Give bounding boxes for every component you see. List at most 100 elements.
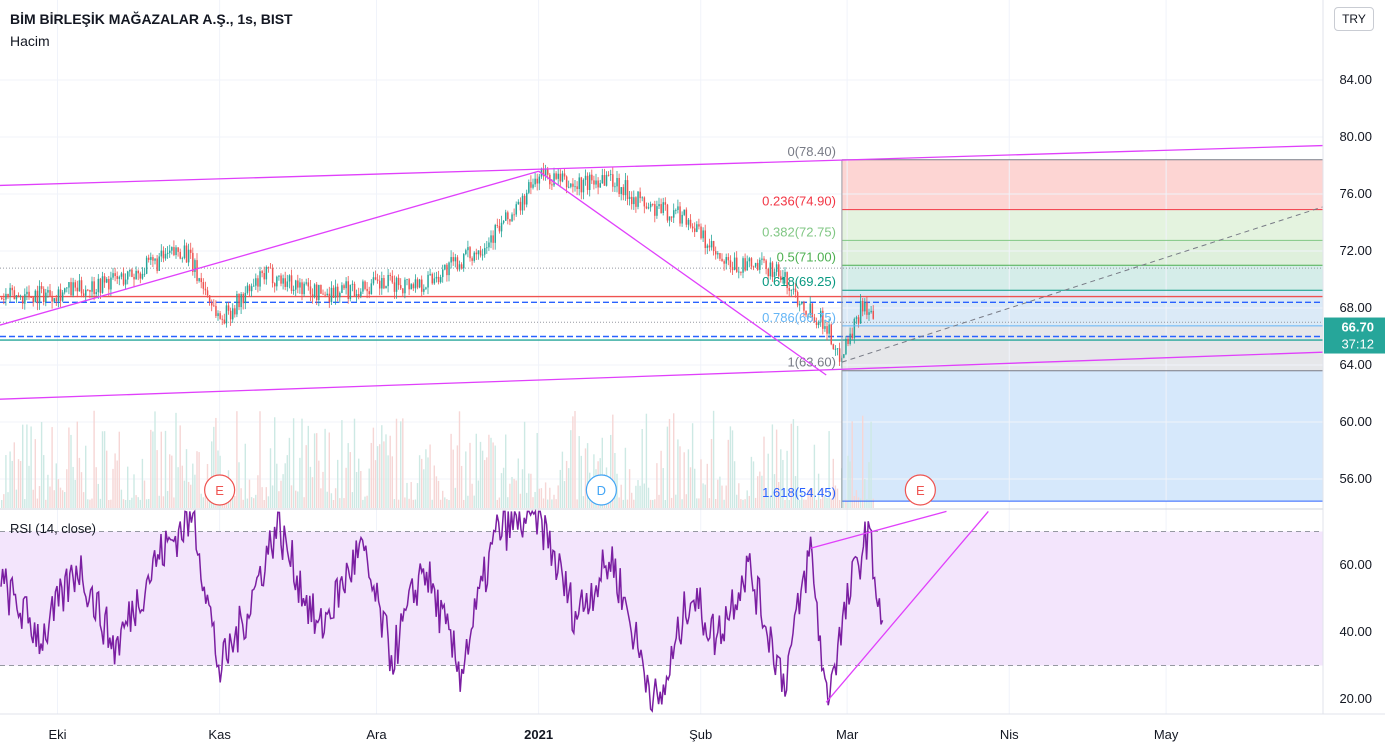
volume-bar [259, 411, 261, 508]
fib-zone [841, 325, 1323, 371]
candle-body [124, 279, 127, 285]
volume-bar [339, 498, 341, 508]
volume-bar [805, 499, 807, 508]
volume-bar [754, 497, 757, 508]
candle-body [715, 251, 717, 255]
time-tick: Kas [208, 727, 231, 742]
volume-bar [801, 490, 803, 508]
volume-bar [612, 414, 614, 508]
candle-body [305, 282, 307, 284]
event-marker-circle [204, 474, 236, 506]
candle-body [206, 290, 209, 296]
candle-body [282, 278, 284, 284]
volume-bar [549, 487, 551, 508]
candle-body [108, 278, 110, 290]
volume-bar [55, 463, 57, 508]
candle-body [866, 302, 868, 315]
event-marker[interactable]: D [585, 474, 617, 506]
volume-bar [91, 498, 93, 508]
candle-body [708, 245, 711, 248]
candle-body [324, 294, 326, 296]
candle-body [7, 293, 9, 297]
volume-bar [456, 445, 459, 508]
candle-body [454, 257, 457, 262]
candle-body [603, 175, 606, 186]
candle-body [507, 212, 509, 220]
candle-body [862, 300, 864, 312]
trendline [0, 144, 1324, 187]
candle-body [538, 176, 541, 184]
volume-bar [725, 485, 727, 508]
volume-bar [446, 499, 448, 508]
volume-bar [723, 499, 725, 508]
volume-bar [360, 471, 362, 508]
volume-bar [112, 468, 114, 508]
volume-bar [563, 481, 566, 508]
volume-bar [263, 499, 265, 508]
event-marker[interactable]: E [204, 474, 236, 506]
volume-bar [437, 480, 440, 508]
volume-bar [364, 496, 366, 508]
volume-bar [843, 499, 845, 508]
candle-body [358, 294, 360, 297]
volume-bar [616, 473, 618, 508]
candle-body [9, 287, 11, 297]
candle-body [429, 273, 431, 275]
event-marker-circle [904, 474, 936, 506]
candle-body [673, 210, 675, 218]
volume-bar [649, 499, 652, 508]
volume-bar [334, 488, 337, 508]
currency-button[interactable]: TRY [1334, 7, 1374, 31]
volume-bar [211, 441, 213, 508]
candle-body [414, 279, 417, 289]
candle-body [418, 279, 421, 288]
volume-bar [710, 439, 713, 508]
candle-body [208, 295, 211, 303]
volume-bar [866, 499, 868, 508]
candle-body [99, 278, 102, 293]
volume-bar [278, 491, 280, 508]
event-marker[interactable]: E [904, 474, 936, 506]
candle-body [400, 285, 402, 289]
candle-body [190, 249, 192, 253]
volume-bar [372, 427, 375, 508]
candle-body [704, 230, 706, 249]
candle-body [607, 174, 610, 176]
candle-body [631, 196, 633, 205]
candle-body [106, 278, 108, 283]
candle-body [297, 280, 299, 288]
volume-bar [799, 499, 801, 508]
volume-bar [444, 497, 446, 508]
volume-bar [80, 472, 83, 508]
candle-body [219, 313, 221, 319]
volume-bar [731, 430, 734, 508]
volume-bar [376, 446, 379, 508]
candle-body [265, 266, 268, 280]
volume-bar [494, 445, 496, 508]
volume-bar [862, 415, 864, 508]
volume-bar [190, 484, 192, 508]
volume-bar [26, 424, 28, 508]
volume-bar [691, 423, 694, 508]
candle-body [498, 225, 501, 232]
candle-body [750, 258, 753, 267]
volume-bar [763, 436, 765, 508]
candle-body [868, 312, 870, 315]
fib-level-label: 0(78.40) [787, 144, 835, 159]
time-tick: Eki [48, 727, 66, 742]
candle-body [658, 204, 660, 207]
candle-body [794, 288, 797, 293]
candle-body [803, 302, 805, 311]
candle-body [782, 276, 784, 280]
volume-bar [757, 476, 759, 508]
candle-body [647, 207, 650, 209]
volume-bar [139, 499, 141, 508]
fib-level-label: 0.618(69.25) [762, 274, 836, 289]
candle-body [303, 283, 305, 295]
candle-body [801, 302, 803, 304]
candle-body [492, 235, 494, 243]
volume-bar [418, 455, 421, 508]
volume-bar [53, 490, 55, 508]
candle-body [70, 282, 72, 296]
